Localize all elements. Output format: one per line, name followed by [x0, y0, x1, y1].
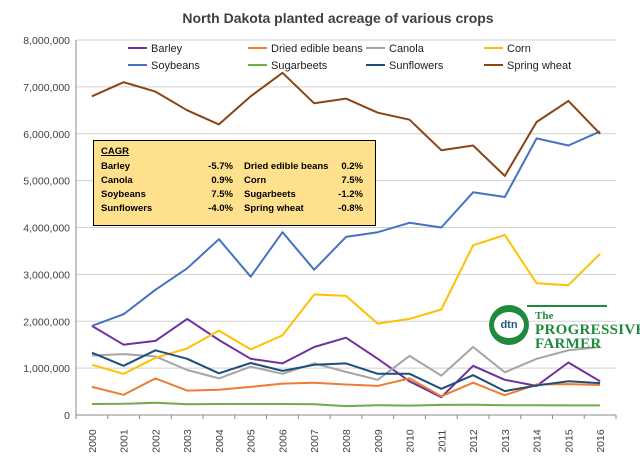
cagr-value: -4.0%: [208, 203, 233, 214]
logo-wordmark: The PROGRESSIVE FARMER: [535, 309, 640, 352]
cagr-crop-label: Corn: [244, 175, 267, 186]
y-tick-label: 2,000,000: [23, 316, 70, 328]
cagr-crop-label: Sugarbeets: [244, 189, 296, 200]
x-tick-label: 2001: [119, 429, 131, 453]
legend-label: Corn: [507, 43, 531, 55]
series-lines: [91, 71, 601, 408]
dtn-progressive-farmer-logo: dtn The PROGRESSIVE FARMER: [489, 303, 640, 355]
cagr-crop-label: Soybeans: [101, 189, 146, 200]
legend-label: Dried edible beans: [271, 43, 363, 55]
logo-text-progressive: PROGRESSIVE: [535, 322, 640, 338]
cagr-row: Sunflowers -4.0% Spring wheat -0.8%: [94, 203, 375, 217]
dtn-logo-mark: dtn: [494, 312, 524, 338]
legend-label: Barley: [151, 43, 183, 55]
cagr-title: CAGR: [101, 146, 129, 157]
y-tick-label: 1,000,000: [23, 363, 70, 375]
x-tick-label: 2015: [563, 429, 575, 453]
cagr-crop-label: Dried edible beans: [244, 161, 329, 172]
logo-rule: [527, 305, 607, 307]
series-line: [91, 346, 601, 381]
x-tick-label: 2010: [405, 429, 417, 453]
series-line: [91, 130, 601, 327]
cagr-row: Canola 0.9% Corn 7.5%: [94, 175, 375, 189]
cagr-value: 7.5%: [341, 175, 363, 186]
series-line: [91, 401, 601, 408]
cagr-value: -1.2%: [338, 189, 363, 200]
x-tick-label: 2003: [182, 429, 194, 453]
logo-text-farmer: FARMER: [535, 336, 602, 352]
cagr-row: Soybeans 7.5% Sugarbeets -1.2%: [94, 189, 375, 203]
x-tick-label: 2008: [341, 429, 353, 453]
y-tick-label: 6,000,000: [23, 129, 70, 141]
y-tick-label: 4,000,000: [23, 223, 70, 235]
x-tick-label: 2014: [532, 429, 544, 453]
cagr-crop-label: Spring wheat: [244, 203, 304, 214]
y-tick-label: 3,000,000: [23, 269, 70, 281]
legend-label: Canola: [389, 43, 425, 55]
series-line: [91, 377, 601, 398]
cagr-box: CAGR Barley -5.7% Dried edible beans 0.2…: [93, 140, 376, 226]
x-tick-label: 2000: [87, 429, 99, 453]
dtn-logo-icon: dtn: [489, 305, 529, 345]
cagr-value: -0.8%: [338, 203, 363, 214]
y-axis-ticks: 0 1,000,000 2,000,000 3,000,000 4,000,000 5,0…: [23, 35, 70, 422]
chart-title: North Dakota planted acreage of various …: [182, 10, 493, 26]
x-tick-label: 2013: [500, 429, 512, 453]
x-tick-label: 2006: [277, 429, 289, 453]
y-tick-label: 0: [64, 410, 70, 422]
cagr-value: 0.9%: [211, 175, 233, 186]
legend-label: Sugarbeets: [271, 60, 328, 72]
x-tick-label: 2004: [214, 429, 226, 453]
y-tick-label: 8,000,000: [23, 35, 70, 47]
cagr-crop-label: Canola: [101, 175, 133, 186]
cagr-crop-label: Sunflowers: [101, 203, 153, 214]
y-tick-label: 5,000,000: [23, 176, 70, 188]
cagr-value: 7.5%: [211, 189, 233, 200]
y-tick-label: 7,000,000: [23, 82, 70, 94]
legend-label: Spring wheat: [507, 60, 571, 72]
cagr-row: Barley -5.7% Dried edible beans 0.2%: [94, 161, 375, 175]
x-tick-label: 2011: [436, 430, 448, 453]
series-line: [91, 234, 601, 375]
x-tick-label: 2002: [150, 429, 162, 453]
x-tick-label: 2016: [595, 429, 607, 453]
x-tick-label: 2005: [246, 429, 258, 453]
series-line: [91, 349, 601, 393]
logo-text-the: The: [535, 310, 554, 322]
cagr-crop-label: Barley: [101, 161, 131, 172]
legend: Barley Dried edible beans Canola Corn Soybea…: [128, 43, 571, 72]
series-line: [91, 317, 601, 399]
x-tick-label: 2009: [373, 429, 385, 453]
gridlines: [75, 39, 617, 419]
x-axis-ticks: 2000 2001 2002 2003 2004 2005 2006 2007 2008 2009…: [87, 429, 607, 453]
cagr-value: -5.7%: [208, 161, 233, 172]
legend-label: Soybeans: [151, 60, 200, 72]
series-line: [91, 71, 601, 177]
legend-label: Sunflowers: [389, 60, 444, 72]
x-tick-label: 2007: [309, 429, 321, 453]
cagr-value: 0.2%: [341, 161, 363, 172]
x-tick-label: 2012: [468, 429, 480, 453]
